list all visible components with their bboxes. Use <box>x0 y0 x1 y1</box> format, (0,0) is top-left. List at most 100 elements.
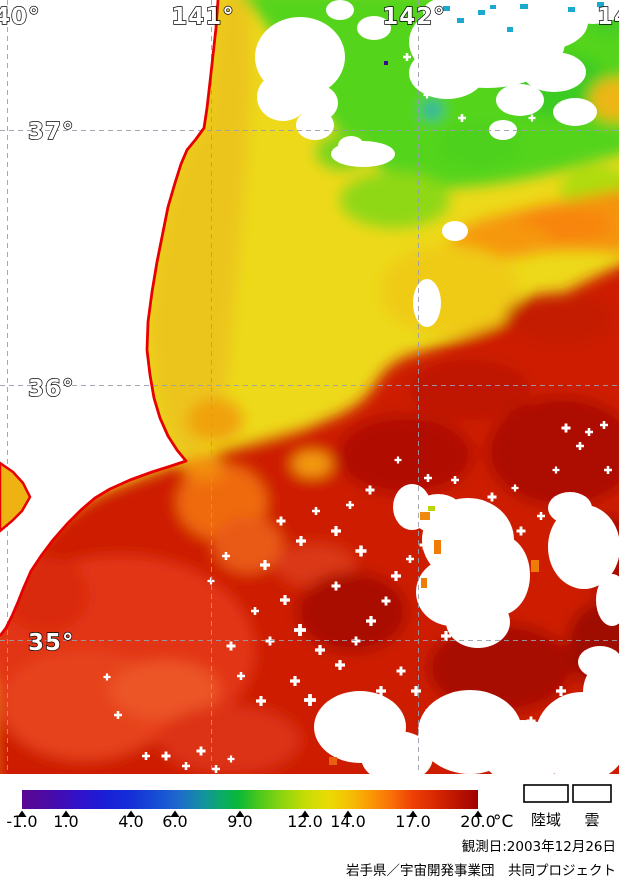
land-honshu <box>0 0 218 636</box>
cold-pixel-layer <box>329 2 604 765</box>
cloud-speck <box>396 666 406 676</box>
sea-surface-temperature-layer <box>0 0 619 774</box>
anomaly-pixel <box>443 6 450 11</box>
cloud-speck <box>290 676 300 686</box>
cloud-blob <box>470 535 530 615</box>
cloud-blob <box>489 120 517 140</box>
cloud-speck <box>471 586 481 596</box>
cloud-speck <box>296 536 306 546</box>
colorbar-tick-triangle <box>343 810 353 817</box>
cloud-layer <box>255 0 619 774</box>
cloud-speck <box>511 484 519 492</box>
tick-label-5: 12.0 <box>287 812 323 831</box>
cloud-speck <box>365 485 375 495</box>
cloud-blob <box>357 16 391 40</box>
cloud-speck <box>585 428 593 436</box>
cloud-blob <box>361 731 433 774</box>
cloud-speck <box>335 660 345 670</box>
lat-label-36: 36° <box>28 376 75 402</box>
cloud-blob <box>596 574 619 626</box>
anomaly-pixel <box>507 27 513 32</box>
cloud-speck <box>406 555 414 563</box>
cloud-speck <box>325 715 335 725</box>
colorbar-tick-triangle <box>61 810 71 817</box>
temperature-colorbar: -1.0 1.0 4.0 6.0 9.0 12.0 14.0 17.0 20.0… <box>6 790 513 832</box>
colorbar-tick-triangle <box>408 810 418 817</box>
cloud-speck <box>456 606 466 616</box>
lon-label-141: 141° <box>171 4 235 30</box>
cloud-speck <box>403 53 411 61</box>
lon-label-140: 140° <box>0 4 41 30</box>
cloud-speck <box>458 114 466 122</box>
cloud-speck <box>196 746 206 756</box>
cloud-speck <box>344 731 356 743</box>
cloud-speck <box>391 571 401 581</box>
cloud-speck <box>161 751 171 761</box>
cloud-blob <box>331 141 395 167</box>
cloud-speck <box>528 114 536 122</box>
cloud-speck <box>561 423 571 433</box>
anomaly-pixel <box>597 2 604 7</box>
cloud-blob <box>413 279 441 327</box>
coastline <box>0 0 220 637</box>
cloud-speck <box>516 526 526 536</box>
anomaly-pixel <box>421 578 427 588</box>
cloud-speck <box>394 456 402 464</box>
cloud-speck <box>604 466 612 474</box>
tokyo-bay-inlet <box>0 461 32 533</box>
cloud-speck <box>312 507 320 515</box>
legend-cloud-label: 雲 <box>584 811 599 829</box>
cloud-speck <box>346 501 354 509</box>
cloud-blob <box>496 84 544 116</box>
tick-label-7: 17.0 <box>395 812 431 831</box>
cloud-speck <box>526 716 536 726</box>
colorbar-tick-triangle <box>126 810 136 817</box>
cloud-speck <box>441 631 451 641</box>
cloud-blob <box>296 110 334 140</box>
lat-label-37: 37° <box>28 119 75 145</box>
cloud-speck <box>331 526 341 536</box>
anomaly-pixel <box>384 61 388 65</box>
cloud-speck <box>331 581 341 591</box>
lon-label-143: 143° <box>597 4 619 30</box>
cloud-speck <box>419 540 429 550</box>
colorbar-tick-triangle <box>17 810 27 817</box>
legend-cloud-swatch <box>572 784 612 803</box>
tick-label-8: 20.0 <box>460 812 496 831</box>
graticule-grid <box>0 0 619 774</box>
cloud-speck <box>304 694 316 706</box>
anomaly-pixel <box>434 540 441 554</box>
cloud-speck <box>576 442 584 450</box>
cloud-blob <box>257 73 309 121</box>
cloud-speck <box>251 607 259 615</box>
tick-label-4: 9.0 <box>227 812 252 831</box>
cloud-speck <box>366 616 376 626</box>
cloud-speck <box>600 421 608 429</box>
cloud-blob <box>522 52 586 92</box>
cloud-speck <box>597 657 605 665</box>
cloud-speck <box>411 686 421 696</box>
cloud-speck <box>280 595 290 605</box>
anomaly-pixel <box>329 757 337 765</box>
anomaly-pixel <box>490 5 496 9</box>
cloud-blob <box>326 0 354 20</box>
cloud-blob <box>442 221 468 241</box>
cloud-blob <box>548 505 619 589</box>
cloud-speck <box>260 560 270 570</box>
anomaly-pixel <box>478 10 485 15</box>
cloud-blob <box>548 492 592 524</box>
cloud-speck <box>256 696 266 706</box>
colorbar-tick-triangle <box>170 810 180 817</box>
anomaly-pixel <box>520 4 528 9</box>
colorbar-unit: °C <box>493 812 513 832</box>
cloud-blob <box>409 47 485 99</box>
cloud-speck <box>556 686 566 696</box>
lon-label-142: 142° <box>382 4 446 30</box>
cloud-speck <box>237 672 245 680</box>
cloud-speck <box>487 492 497 502</box>
cloud-speck <box>495 736 505 746</box>
cloud-speck <box>486 566 496 576</box>
cloud-speck <box>212 765 220 773</box>
